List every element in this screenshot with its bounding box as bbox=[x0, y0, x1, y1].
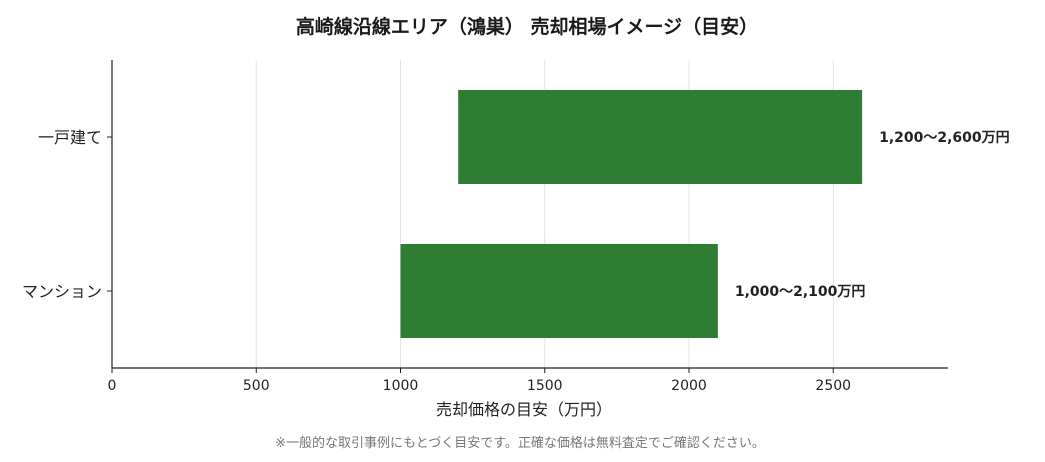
x-tick-label: 2500 bbox=[815, 378, 851, 394]
x-axis-label: 売却価格の目安（万円） bbox=[436, 400, 612, 419]
data-label: 1,200〜2,600万円 bbox=[879, 130, 1010, 146]
footnote: ※一般的な取引事例にもとづく目安です。正確な価格は無料査定でご確認ください。 bbox=[275, 435, 765, 451]
range-bar bbox=[400, 244, 718, 338]
x-tick-label: 2000 bbox=[671, 378, 707, 394]
x-tick-label: 1000 bbox=[383, 378, 419, 394]
range-bar bbox=[458, 90, 863, 184]
chart-title: 高崎線沿線エリア（鴻巣） 売却相場イメージ（目安） bbox=[296, 15, 758, 38]
labels: 0 500 1000 1500 2000 2500 一戸建て 1,200〜2,600万円マンシ… bbox=[22, 128, 1010, 394]
x-tick-label: 1500 bbox=[527, 378, 563, 394]
category-label: マンション bbox=[22, 282, 102, 301]
bars bbox=[400, 90, 863, 338]
category-label: 一戸建て bbox=[38, 128, 102, 147]
data-label: 1,000〜2,100万円 bbox=[735, 284, 866, 300]
x-tick-label: 500 bbox=[243, 378, 270, 394]
x-tick-label: 0 bbox=[108, 378, 117, 394]
axes bbox=[107, 60, 948, 373]
